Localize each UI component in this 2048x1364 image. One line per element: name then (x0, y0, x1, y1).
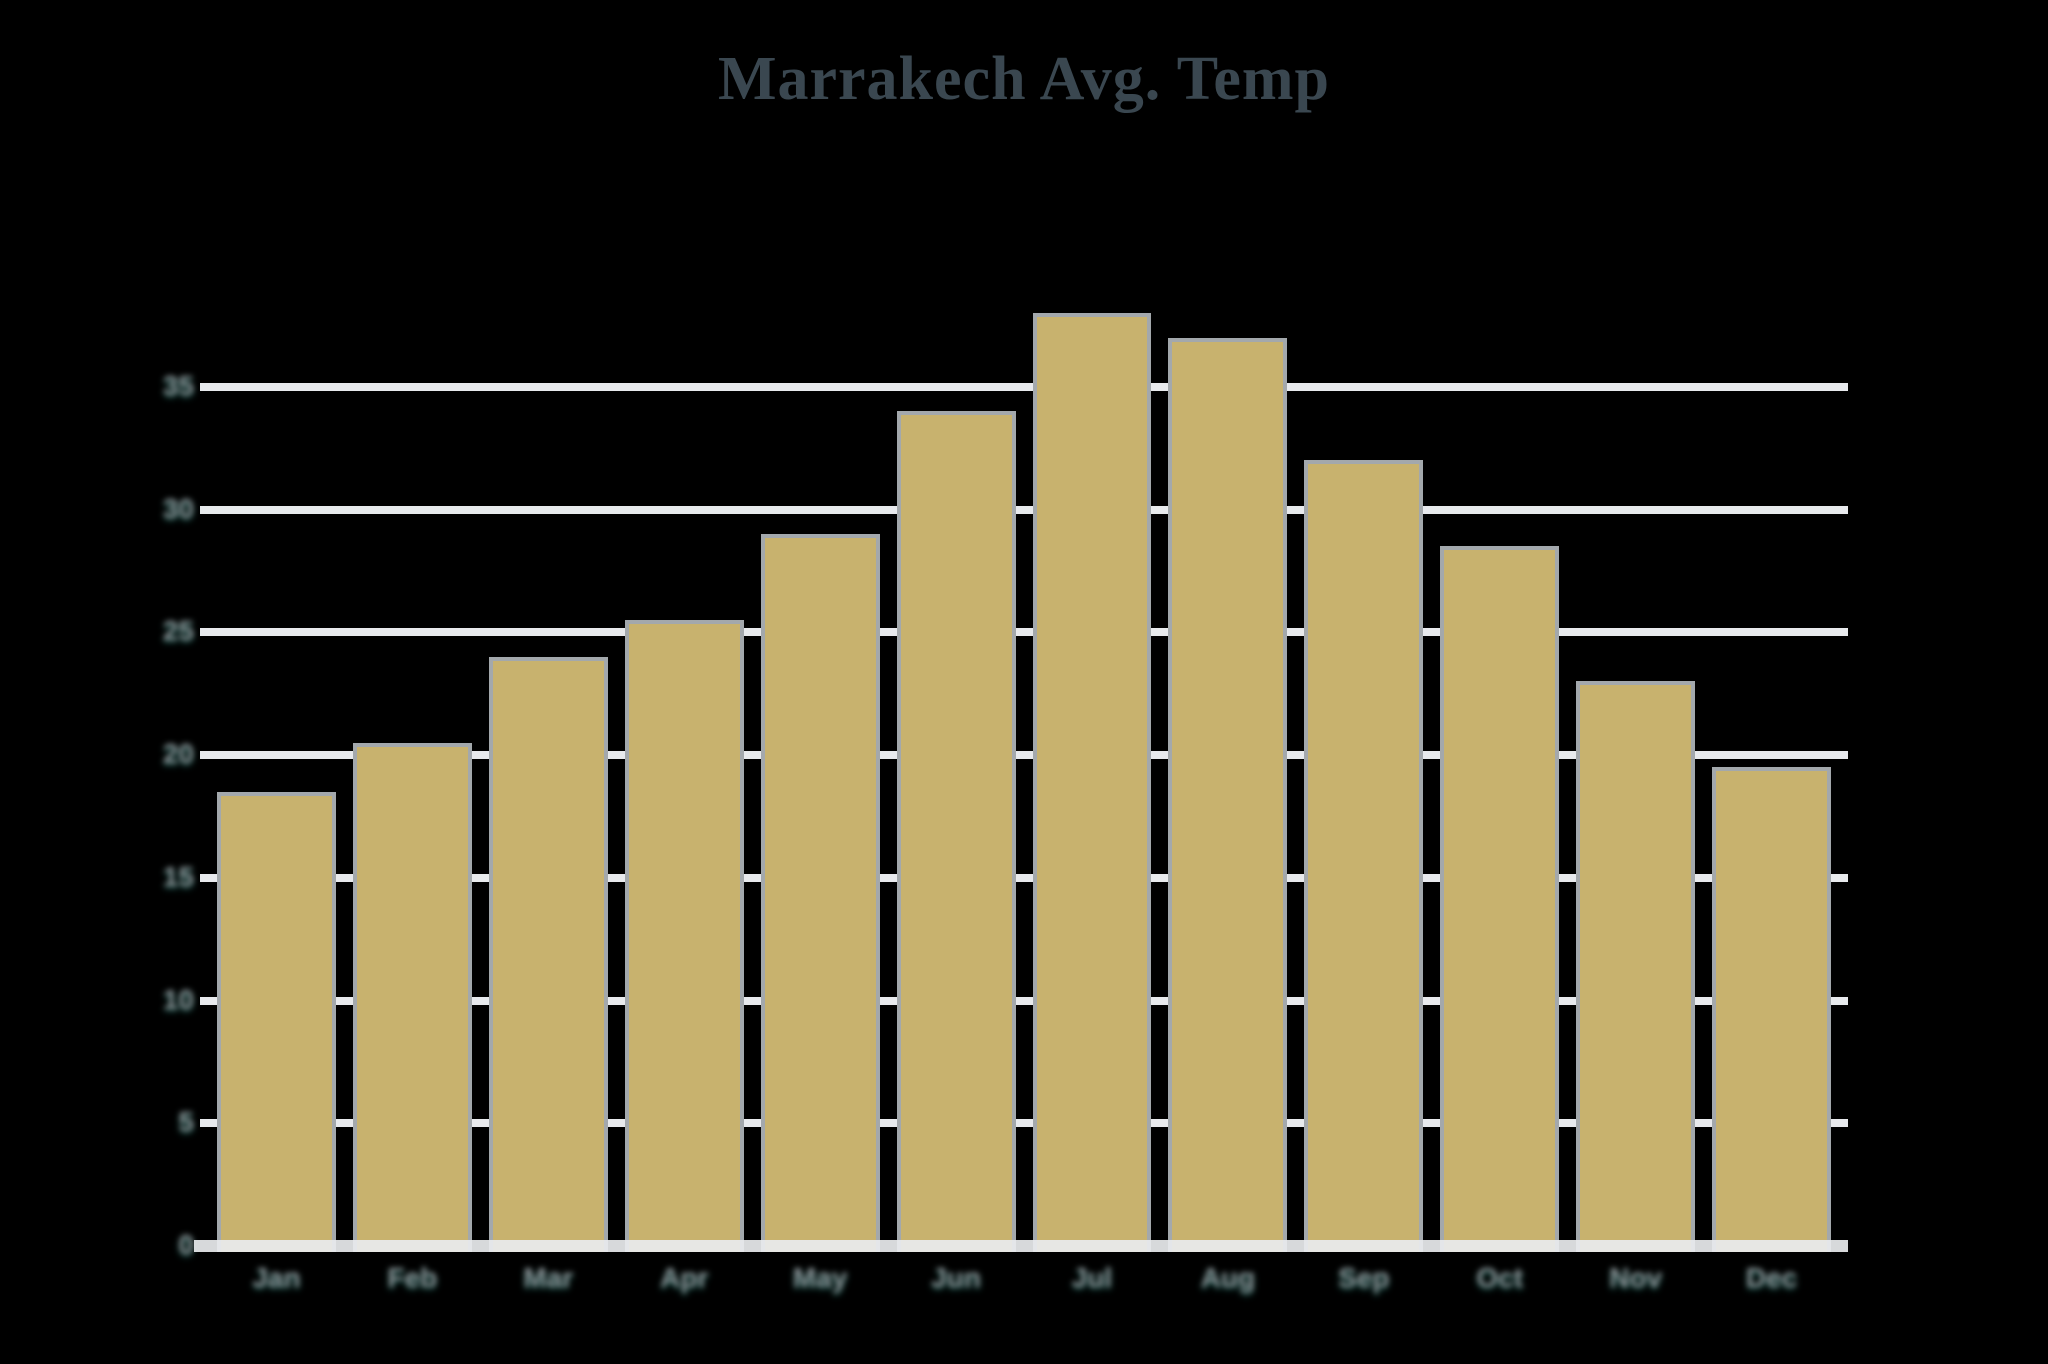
bar-feb (352, 742, 472, 1252)
bar-aug (1168, 337, 1288, 1252)
gridline-y15 (200, 873, 1848, 882)
x-axis-label-jan: Jan (252, 1262, 301, 1293)
bar-jul (1032, 313, 1152, 1252)
x-axis-label-apr: Apr (660, 1262, 709, 1293)
y-axis-label-15: 15 (162, 860, 194, 892)
x-axis-label-sep: Sep (1338, 1262, 1390, 1293)
x-axis-label-feb: Feb (387, 1262, 438, 1293)
x-axis-label-dec: Dec (1745, 1262, 1798, 1293)
x-axis-label-jun: Jun (931, 1262, 981, 1293)
y-axis-label-10: 10 (162, 983, 194, 1015)
y-axis-label-0: 0 (178, 1229, 194, 1260)
gridline-y20 (200, 751, 1848, 759)
x-axis-label-aug: Aug (1200, 1262, 1256, 1293)
x-axis-tick-labels: Jan Feb Mar Apr May Jun Jul Aug Sep Oct Nov Dec (200, 1262, 1848, 1302)
x-axis-label-jul: Jul (1071, 1262, 1113, 1293)
bar-dec (1712, 767, 1832, 1252)
bar-apr (624, 619, 744, 1252)
bar-series (200, 264, 1848, 1252)
chart-title: Marrakech Avg. Temp (718, 45, 1330, 113)
gridline-y5 (200, 1119, 1848, 1128)
gridline-y30 (200, 505, 1848, 514)
y-axis-label-35: 35 (162, 369, 194, 401)
x-axis-label-mar: Mar (523, 1262, 574, 1293)
bar-mar (488, 656, 608, 1252)
x-axis-label-may: May (792, 1262, 848, 1293)
gridline-y10 (200, 996, 1848, 1005)
bar-sep (1304, 460, 1424, 1252)
x-axis-label-nov: Nov (1609, 1262, 1663, 1293)
bar-oct (1440, 546, 1560, 1252)
bar-jun (896, 411, 1016, 1252)
bar-may (760, 534, 880, 1252)
gridline-y25 (200, 628, 1848, 637)
x-axis-line (194, 1240, 1848, 1252)
plot-area (194, 264, 1848, 1252)
gridline-y35 (200, 382, 1848, 391)
x-axis-label-oct: Oct (1476, 1262, 1524, 1293)
bar-jan (217, 791, 336, 1252)
y-axis-label-20: 20 (162, 738, 194, 769)
y-axis-label-30: 30 (162, 492, 194, 524)
y-axis-label-5: 5 (178, 1106, 194, 1138)
y-axis-label-25: 25 (162, 615, 194, 647)
bar-nov (1576, 681, 1696, 1252)
